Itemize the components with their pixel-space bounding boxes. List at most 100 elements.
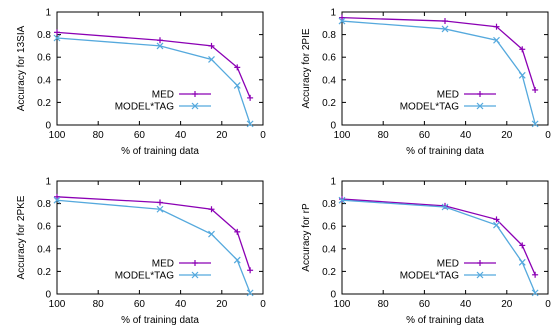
y-axis-label: Accuracy for 2PIE (301, 28, 312, 108)
legend-marker-d2 (191, 102, 199, 110)
data-point (441, 25, 449, 33)
y-tick-label: 0.6 (37, 53, 51, 64)
data-point-d2 (233, 256, 241, 264)
data-point (518, 71, 526, 79)
y-tick-label: 0.8 (37, 199, 51, 210)
y-tick-label: 0.6 (322, 53, 336, 64)
x-tick-label: 0 (545, 299, 551, 310)
data-point-d2 (233, 82, 241, 89)
plot-frame (56, 180, 264, 295)
x-tick-label: 20 (216, 130, 228, 141)
legend-label: MED (152, 259, 174, 270)
legend-label: MODEL*TAG (115, 271, 174, 282)
x-tick-label: 60 (134, 130, 146, 141)
x-tick-label: 80 (378, 130, 390, 141)
y-tick-label: 0 (330, 290, 336, 301)
x-tick-label: 0 (260, 130, 266, 141)
legend-label: MODEL*TAG (400, 271, 459, 282)
y-axis-label: Accuracy for rP (301, 203, 312, 272)
legend-marker (192, 91, 198, 97)
data-point-d2 (441, 25, 449, 33)
data-point-d2 (156, 42, 164, 50)
x-tick-label: 20 (501, 130, 513, 141)
data-point (156, 42, 164, 50)
x-tick-label: 40 (175, 299, 187, 310)
data-point (208, 230, 215, 238)
data-point (234, 228, 241, 235)
y-tick-label: 0.2 (37, 98, 51, 109)
x-tick-label: 40 (460, 130, 472, 141)
legend-label: MED (152, 90, 174, 101)
x-axis-label: % of training data (121, 146, 199, 157)
legend-marker (192, 260, 198, 266)
data-point-d2 (246, 120, 254, 128)
data-point (157, 199, 163, 206)
data-point-d2 (518, 258, 526, 266)
data-point (339, 196, 345, 203)
y-tick-label: 0.8 (322, 199, 336, 210)
data-point (531, 289, 539, 297)
data-point-d2 (518, 71, 526, 79)
data-point (532, 86, 539, 93)
data-point (53, 196, 61, 204)
data-point (54, 193, 60, 200)
legend-marker-d2 (476, 102, 484, 110)
x-axis-label: % of training data (121, 315, 199, 326)
y-tick-label: 1 (45, 8, 51, 19)
legend-label: MED (437, 90, 459, 101)
x-tick-label: 100 (49, 299, 66, 310)
x-axis-label: % of training data (406, 315, 484, 326)
y-axis-label: Accuracy for 2PKE (16, 195, 27, 279)
chart-panel-3: 0 0.2 0.4 0.6 0.8 1 100 80 60 40 20 0 % of training … (16, 177, 266, 327)
data-point (247, 267, 254, 274)
legend-marker (477, 91, 483, 97)
y-tick-label: 0.2 (37, 267, 51, 278)
data-point-d2 (208, 230, 215, 238)
plot-frame (341, 180, 549, 295)
x-tick-label: 60 (134, 299, 146, 310)
data-point-d2 (338, 17, 346, 25)
data-point (493, 36, 500, 44)
legend-marker-d2 (191, 271, 199, 279)
legend-marker (476, 271, 484, 279)
data-point-d2 (531, 289, 539, 297)
x-tick-label: 20 (216, 299, 228, 310)
x-tick-label: 0 (260, 299, 266, 310)
x-tick-label: 100 (49, 130, 66, 141)
chart-panel-1: 0 0.2 0.4 0.6 0.8 1 100 80 60 40 20 0 % of training … (16, 8, 266, 158)
data-point-d2 (208, 56, 215, 63)
data-point (53, 34, 61, 42)
y-tick-label: 0.4 (37, 75, 51, 86)
data-point (531, 120, 539, 128)
x-tick-label: 80 (93, 130, 105, 141)
data-point-d2 (156, 205, 164, 213)
legend-label: MODEL*TAG (400, 102, 459, 113)
legend-label: MODEL*TAG (115, 102, 174, 113)
legend-marker-d2 (476, 271, 484, 279)
chart-panel-2: 0 0.2 0.4 0.6 0.8 1 100 80 60 40 20 0 % of training … (301, 8, 551, 158)
y-axis-label: Accuracy for 13SIA (16, 25, 27, 111)
data-point (233, 82, 241, 89)
legend-marker (477, 260, 483, 266)
y-tick-label: 0 (45, 121, 51, 132)
data-point (493, 221, 500, 229)
data-point-d2 (493, 221, 500, 229)
data-point (519, 46, 526, 53)
data-point (493, 216, 500, 223)
data-point (339, 14, 345, 21)
x-tick-label: 0 (545, 130, 551, 141)
data-point (246, 120, 254, 128)
data-point (493, 23, 500, 30)
plot-frame (341, 11, 549, 126)
data-point (518, 258, 526, 266)
data-point-d2 (246, 289, 254, 297)
data-point (532, 271, 539, 278)
series-line-med (56, 31, 251, 99)
plot-frame (56, 11, 264, 126)
x-tick-label: 100 (334, 130, 351, 141)
data-point (441, 203, 449, 211)
data-point-d2 (531, 120, 539, 128)
data-point-d2 (338, 196, 346, 204)
x-tick-label: 40 (460, 299, 472, 310)
